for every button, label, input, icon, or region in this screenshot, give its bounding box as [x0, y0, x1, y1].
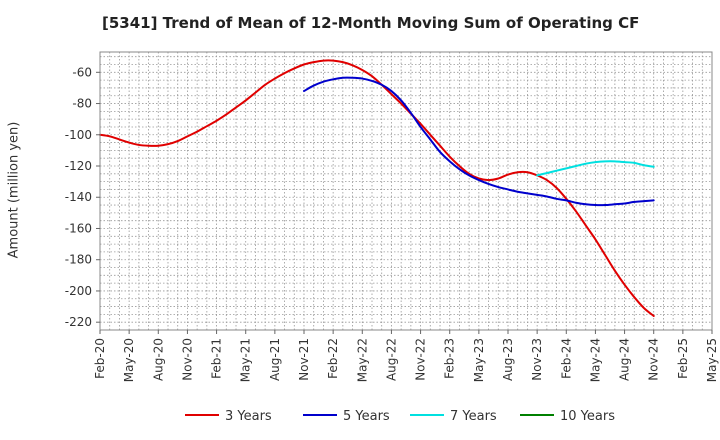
- plot-area: [99, 51, 713, 331]
- y-tick-label: -100: [65, 128, 92, 142]
- legend-label: 10 Years: [560, 409, 615, 424]
- y-tick-label: -180: [65, 253, 92, 267]
- x-tick-label: Nov-20: [180, 338, 194, 381]
- x-tick-label: May-21: [239, 338, 253, 382]
- x-tick-label: Nov-24: [647, 338, 661, 381]
- grid-layer: [100, 52, 712, 330]
- x-tick-label: Feb-22: [326, 338, 340, 379]
- y-tick-label: -80: [72, 97, 92, 111]
- legend-label: 5 Years: [343, 409, 390, 424]
- legend: 3 Years 5 Years 7 Years 10 Years: [185, 409, 615, 424]
- x-tick-label: Nov-21: [297, 338, 311, 381]
- x-tick-label: Feb-25: [676, 338, 690, 379]
- x-tick-label: Feb-23: [443, 338, 457, 379]
- x-tick-label: Feb-24: [559, 338, 573, 379]
- x-tick-label: May-24: [588, 338, 602, 382]
- y-tick-label: -200: [65, 284, 92, 298]
- x-axis: Feb-20 May-20 Aug-20 Nov-20 Feb-21 May-21 Aug-…: [93, 330, 719, 382]
- legend-label: 7 Years: [450, 409, 497, 424]
- series-line-5-years: [303, 76, 655, 207]
- x-tick-label: Aug-22: [384, 338, 398, 381]
- series-line-3-years: [99, 59, 655, 317]
- x-tick-label: May-22: [355, 338, 369, 382]
- x-tick-label: Nov-22: [414, 338, 428, 381]
- x-tick-label: Aug-24: [618, 338, 632, 381]
- y-axis: -60 -80 -100 -120 -140 -160 -180 -200 -220: [65, 65, 100, 329]
- y-tick-label: -160: [65, 221, 92, 235]
- chart-title: [5341] Trend of Mean of 12-Month Moving …: [102, 14, 640, 32]
- x-tick-label: Aug-20: [151, 338, 165, 381]
- x-tick-label: Feb-20: [93, 338, 107, 379]
- x-tick-label: Aug-21: [268, 338, 282, 381]
- series-line-7-years: [536, 160, 655, 177]
- plot-background: [100, 52, 712, 330]
- x-tick-label: Aug-23: [501, 338, 515, 381]
- x-tick-label: Feb-21: [210, 338, 224, 379]
- x-tick-label: Nov-23: [530, 338, 544, 381]
- legend-label: 3 Years: [225, 409, 272, 424]
- series-layer: [99, 59, 655, 317]
- y-tick-label: -60: [72, 65, 92, 79]
- x-tick-label: May-20: [122, 338, 136, 382]
- x-tick-label: May-25: [705, 338, 719, 382]
- y-tick-label: -220: [65, 315, 92, 329]
- y-tick-label: -140: [65, 190, 92, 204]
- y-tick-label: -120: [65, 159, 92, 173]
- x-tick-label: May-23: [472, 338, 486, 382]
